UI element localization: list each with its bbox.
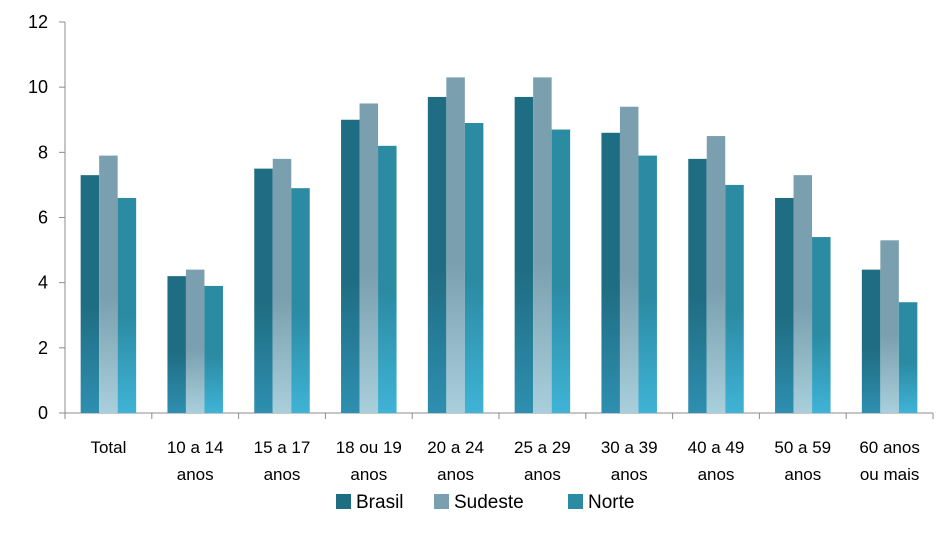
x-tick-label-line: anos xyxy=(437,465,474,484)
bar-norte xyxy=(812,237,831,413)
x-tick-label-line: anos xyxy=(524,465,561,484)
x-tick-label-line: 15 a 17 xyxy=(254,438,311,457)
bars xyxy=(80,77,918,414)
bar-brasil xyxy=(341,119,360,413)
bar-norte xyxy=(464,123,484,413)
legend-swatch-brasil xyxy=(336,494,351,509)
bar-norte xyxy=(898,302,918,413)
bar-brasil xyxy=(254,168,273,413)
bar-sudeste xyxy=(706,136,726,413)
bar-brasil xyxy=(80,175,100,413)
bar-sudeste xyxy=(880,240,899,413)
x-tick-label-line: 60 anos xyxy=(859,438,920,457)
y-tick-label: 8 xyxy=(38,142,48,162)
bar-sudeste xyxy=(359,103,379,413)
bar-sudeste xyxy=(185,269,205,413)
bar-sudeste xyxy=(533,77,552,414)
legend-label-norte: Norte xyxy=(588,492,634,513)
bar-sudeste xyxy=(99,155,118,413)
x-tick-label: 30 a 39 anos xyxy=(601,438,658,484)
x-tick-label-line: 20 a 24 xyxy=(427,438,484,457)
x-tick-label-line: 30 a 39 xyxy=(601,438,658,457)
bar-brasil xyxy=(601,132,620,414)
x-tick-label: 20 a 24 anos xyxy=(427,438,484,484)
bar-sudeste xyxy=(272,158,292,413)
y-tick-label: 6 xyxy=(38,208,48,228)
x-tick-label: 10 a 14 anos xyxy=(167,438,224,484)
y-tick-label: 2 xyxy=(38,338,48,358)
x-tick-label-line: 50 a 59 xyxy=(774,438,831,457)
x-tick-label: 15 a 17 anos xyxy=(254,438,311,484)
x-tick-label-line: anos xyxy=(264,465,301,484)
bar-brasil xyxy=(861,269,881,413)
bar-norte xyxy=(551,129,571,413)
bar-sudeste xyxy=(793,175,813,413)
legend-label-sudeste: Sudeste xyxy=(454,492,524,513)
y-tick-label: 0 xyxy=(38,403,48,423)
x-tick-label-line: 25 a 29 xyxy=(514,438,571,457)
bar-brasil xyxy=(514,96,534,414)
legend-swatch-sudeste xyxy=(434,494,449,509)
bar-brasil xyxy=(167,276,186,413)
bar-brasil xyxy=(775,197,794,413)
x-tick-label: 18 ou 19 anos xyxy=(336,438,402,484)
x-tick-label-line: anos xyxy=(611,465,648,484)
x-tick-label-line: Total xyxy=(90,438,126,457)
x-tick-label: Total xyxy=(90,438,126,457)
x-tick-label: 50 a 59 anos xyxy=(774,438,831,484)
x-tick-label: 60 anos ou mais xyxy=(859,438,920,484)
bar-norte xyxy=(725,184,744,413)
x-tick-label-line: ou mais xyxy=(860,465,920,484)
bar-sudeste xyxy=(446,77,465,414)
y-tick-label: 12 xyxy=(28,12,48,32)
bar-sudeste xyxy=(619,106,639,413)
x-tick-label-line: 10 a 14 xyxy=(167,438,224,457)
legend: Brasil Sudeste Norte xyxy=(336,492,634,513)
x-tick-label: 25 a 29 anos xyxy=(514,438,571,484)
x-tick-label-line: anos xyxy=(784,465,821,484)
bar-brasil xyxy=(427,96,447,414)
x-tick-label-line: 18 ou 19 xyxy=(336,438,402,457)
x-tick-label-line: anos xyxy=(350,465,387,484)
bar-norte xyxy=(117,197,137,413)
bar-norte xyxy=(378,145,397,414)
x-tick-label: 40 a 49 anos xyxy=(688,438,745,484)
bar-norte xyxy=(204,285,223,413)
y-tick-label: 10 xyxy=(28,77,48,97)
bar-norte xyxy=(291,188,310,413)
y-tick-label: 4 xyxy=(38,273,48,293)
x-tick-label-line: 40 a 49 xyxy=(688,438,745,457)
x-tick-label-line: anos xyxy=(177,465,214,484)
x-tick-label-line: anos xyxy=(698,465,735,484)
bar-brasil xyxy=(688,158,707,413)
legend-swatch-norte xyxy=(568,494,583,509)
legend-label-brasil: Brasil xyxy=(356,492,404,513)
bar-norte xyxy=(638,155,657,413)
